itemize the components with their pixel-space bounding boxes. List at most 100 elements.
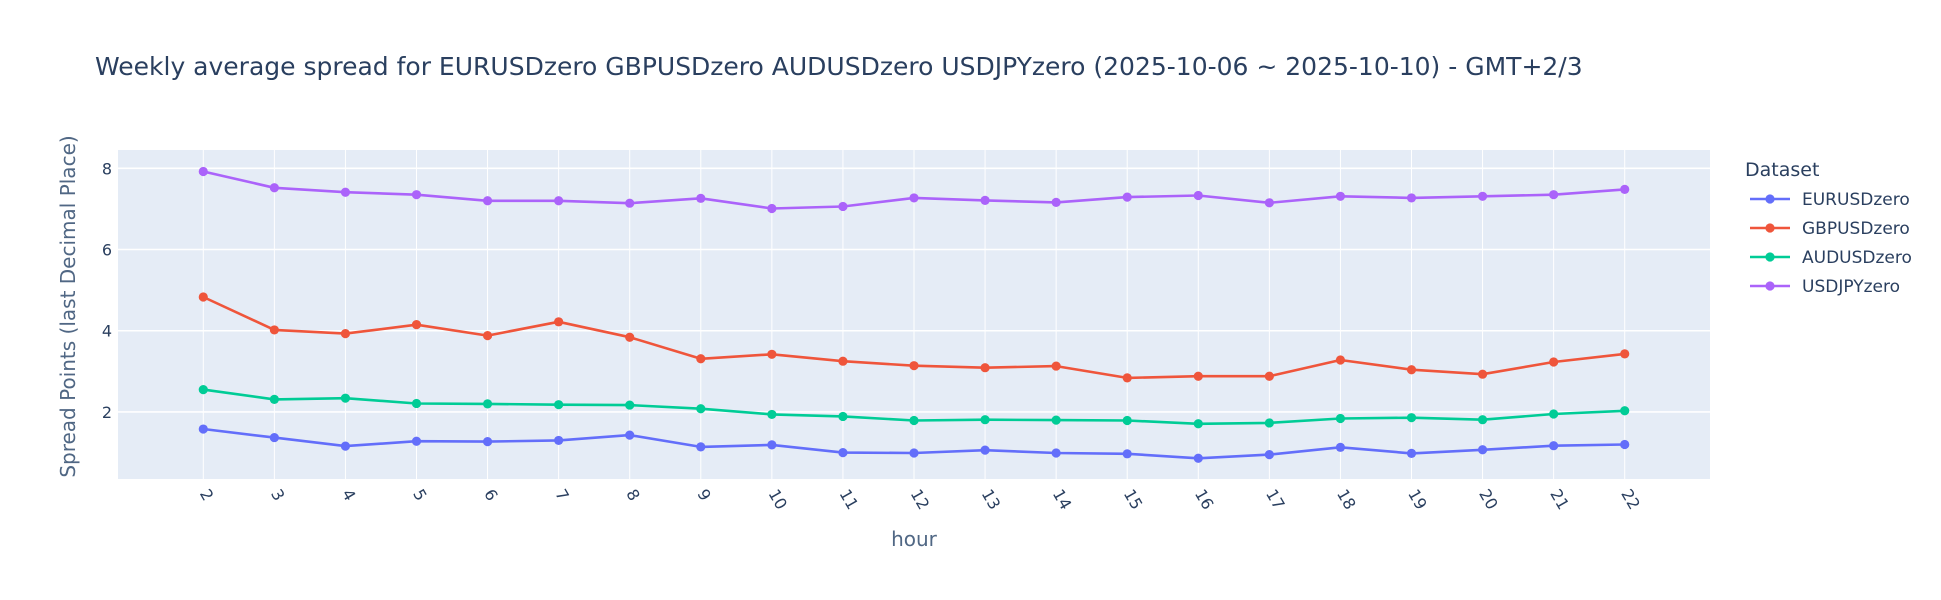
data-point-usdjpyzero[interactable]: [625, 198, 635, 208]
x-tick-label: 12: [907, 486, 934, 513]
data-point-gbpusdzero[interactable]: [1620, 349, 1630, 359]
x-tick-label: 19: [1404, 486, 1431, 513]
data-point-gbpusdzero[interactable]: [1335, 355, 1346, 365]
data-point-usdjpyzero[interactable]: [1122, 192, 1132, 202]
legend-item-usdjpyzero[interactable]: USDJPYzero: [1750, 277, 1900, 297]
data-point-eurusdzero[interactable]: [482, 437, 493, 447]
x-tick-label: 7: [551, 486, 573, 504]
y-tick-label: 6: [102, 241, 112, 260]
data-point-usdjpyzero[interactable]: [340, 187, 351, 197]
data-point-usdjpyzero[interactable]: [980, 195, 990, 205]
x-tick-label: 8: [622, 486, 644, 504]
data-point-usdjpyzero[interactable]: [269, 183, 279, 193]
data-point-usdjpyzero[interactable]: [1549, 190, 1559, 200]
data-point-gbpusdzero[interactable]: [909, 361, 919, 371]
data-point-gbpusdzero[interactable]: [411, 320, 422, 330]
data-point-eurusdzero[interactable]: [1051, 448, 1061, 458]
data-point-audusdzero[interactable]: [1549, 409, 1559, 419]
data-point-audusdzero[interactable]: [838, 411, 848, 422]
data-point-gbpusdzero[interactable]: [1193, 371, 1203, 381]
data-point-gbpusdzero[interactable]: [482, 331, 493, 341]
data-point-eurusdzero[interactable]: [696, 442, 706, 452]
data-point-usdjpyzero[interactable]: [1264, 198, 1274, 208]
data-point-usdjpyzero[interactable]: [1051, 197, 1061, 207]
data-point-usdjpyzero[interactable]: [1193, 190, 1203, 201]
x-tick-label: 4: [338, 486, 360, 504]
data-point-eurusdzero[interactable]: [767, 440, 777, 450]
data-point-eurusdzero[interactable]: [909, 448, 919, 458]
data-point-eurusdzero[interactable]: [625, 430, 635, 440]
y-axis-title: Spread Points (last Decimal Place): [56, 135, 80, 477]
data-point-audusdzero[interactable]: [1051, 415, 1061, 425]
data-point-gbpusdzero[interactable]: [1406, 365, 1417, 375]
data-point-audusdzero[interactable]: [1122, 415, 1132, 426]
data-point-gbpusdzero[interactable]: [696, 354, 706, 364]
x-tick-label: 16: [1191, 486, 1218, 513]
data-point-gbpusdzero[interactable]: [269, 325, 279, 335]
data-point-audusdzero[interactable]: [1193, 419, 1203, 429]
data-point-usdjpyzero[interactable]: [767, 203, 777, 214]
data-point-eurusdzero[interactable]: [1549, 441, 1559, 451]
data-point-usdjpyzero[interactable]: [1620, 184, 1630, 194]
data-point-audusdzero[interactable]: [1477, 415, 1488, 425]
data-point-gbpusdzero[interactable]: [767, 349, 777, 359]
data-point-eurusdzero[interactable]: [340, 441, 351, 451]
data-point-gbpusdzero[interactable]: [625, 332, 635, 342]
data-point-usdjpyzero[interactable]: [696, 193, 706, 203]
data-point-usdjpyzero[interactable]: [1406, 193, 1417, 203]
data-point-audusdzero[interactable]: [1264, 418, 1274, 428]
legend-item-audusdzero[interactable]: AUDUSDzero: [1750, 248, 1912, 268]
data-point-eurusdzero[interactable]: [1620, 439, 1630, 450]
data-point-eurusdzero[interactable]: [838, 447, 848, 458]
data-point-gbpusdzero[interactable]: [340, 328, 351, 339]
data-point-eurusdzero[interactable]: [980, 445, 990, 455]
data-point-gbpusdzero[interactable]: [980, 363, 990, 373]
x-tick-label: 5: [409, 486, 431, 504]
data-point-audusdzero[interactable]: [767, 409, 777, 420]
data-point-gbpusdzero[interactable]: [1549, 357, 1559, 367]
data-point-audusdzero[interactable]: [980, 415, 990, 425]
legend-swatch-marker: [1765, 281, 1775, 291]
data-point-eurusdzero[interactable]: [269, 432, 279, 443]
legend[interactable]: Dataset EURUSDzero GBPUSDzero AUDUSDzero US…: [1745, 159, 1912, 297]
data-point-audusdzero[interactable]: [482, 399, 493, 409]
data-point-audusdzero[interactable]: [340, 393, 351, 403]
data-point-audusdzero[interactable]: [1335, 413, 1346, 424]
x-tick-label: 18: [1333, 486, 1360, 513]
data-point-eurusdzero[interactable]: [411, 436, 422, 446]
data-point-audusdzero[interactable]: [625, 400, 635, 410]
data-point-eurusdzero[interactable]: [1193, 453, 1203, 463]
data-point-audusdzero[interactable]: [554, 400, 564, 410]
data-point-usdjpyzero[interactable]: [1335, 191, 1346, 201]
data-point-usdjpyzero[interactable]: [411, 190, 422, 200]
data-point-audusdzero[interactable]: [269, 394, 279, 404]
data-point-gbpusdzero[interactable]: [838, 356, 848, 366]
data-point-gbpusdzero[interactable]: [554, 317, 564, 327]
legend-item-gbpusdzero[interactable]: GBPUSDzero: [1750, 219, 1910, 239]
data-point-eurusdzero[interactable]: [1264, 450, 1274, 460]
data-point-audusdzero[interactable]: [1620, 406, 1630, 416]
data-point-usdjpyzero[interactable]: [198, 166, 208, 177]
data-point-eurusdzero[interactable]: [198, 424, 208, 434]
data-point-eurusdzero[interactable]: [1477, 445, 1488, 455]
data-point-usdjpyzero[interactable]: [482, 196, 493, 206]
data-point-gbpusdzero[interactable]: [1477, 369, 1488, 379]
data-point-eurusdzero[interactable]: [554, 435, 564, 446]
legend-item-eurusdzero[interactable]: EURUSDzero: [1750, 190, 1910, 210]
data-point-audusdzero[interactable]: [1406, 413, 1417, 423]
data-point-audusdzero[interactable]: [411, 398, 422, 409]
data-point-gbpusdzero[interactable]: [1122, 373, 1132, 383]
data-point-usdjpyzero[interactable]: [554, 196, 564, 206]
data-point-gbpusdzero[interactable]: [1264, 371, 1274, 381]
data-point-audusdzero[interactable]: [909, 415, 919, 426]
data-point-gbpusdzero[interactable]: [1051, 361, 1061, 371]
data-point-eurusdzero[interactable]: [1122, 449, 1132, 459]
data-point-usdjpyzero[interactable]: [838, 201, 848, 212]
data-point-gbpusdzero[interactable]: [198, 292, 208, 302]
data-point-usdjpyzero[interactable]: [1477, 191, 1488, 201]
data-point-audusdzero[interactable]: [696, 404, 706, 414]
data-point-eurusdzero[interactable]: [1335, 442, 1346, 452]
data-point-audusdzero[interactable]: [198, 385, 208, 395]
data-point-usdjpyzero[interactable]: [909, 193, 919, 203]
data-point-eurusdzero[interactable]: [1406, 448, 1417, 459]
